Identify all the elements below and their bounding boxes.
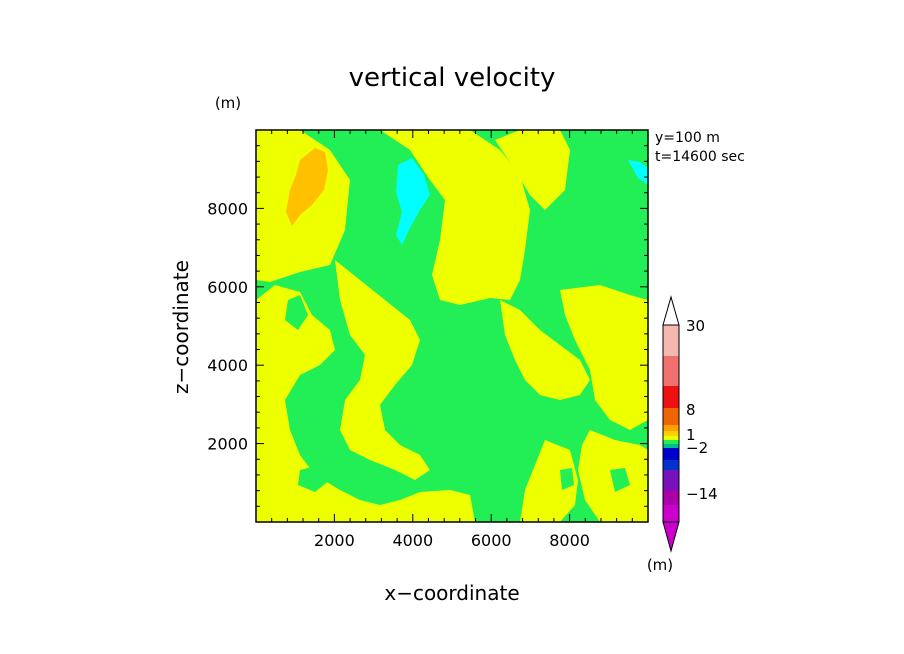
- colorbar-label: 1: [686, 426, 696, 444]
- colorbar-top-arrow: [662, 295, 680, 326]
- y-axis-unit: (m): [215, 94, 241, 112]
- y-tick-label: 4000: [207, 356, 248, 375]
- colorbar-bottom-arrow: [662, 521, 680, 553]
- colorbar-label: −2: [686, 439, 708, 457]
- colorbar-segment: [663, 440, 679, 444]
- colorbar-segment: [663, 444, 679, 448]
- contour-green-islands: [285, 295, 630, 492]
- x-axis-label: x−coordinate: [384, 581, 519, 605]
- y-tick-label: 6000: [207, 278, 248, 297]
- colorbar-segment: [663, 505, 679, 522]
- colorbar-segment: [663, 325, 679, 356]
- x-tick-label: 4000: [392, 531, 433, 550]
- colorbar-unit: (m): [647, 556, 673, 574]
- y-tick-label: 2000: [207, 435, 248, 454]
- y-axis-label: z−coordinate: [169, 260, 193, 394]
- colorbar-label: 30: [686, 317, 705, 335]
- x-tick-label: 8000: [549, 531, 590, 550]
- x-tick-label: 2000: [314, 531, 355, 550]
- chart-title: vertical velocity: [349, 63, 556, 93]
- annotation-y: y=100 m: [655, 130, 720, 146]
- colorbar-segment: [663, 490, 679, 505]
- contour-updraft-region: [286, 148, 328, 226]
- colorbar-segment: [663, 431, 679, 436]
- colorbar-segment: [663, 448, 679, 460]
- colorbar-label: 8: [686, 401, 696, 419]
- colorbar-segment: [663, 425, 679, 431]
- colorbar-segment: [663, 436, 679, 440]
- x-axis: 2000 4000 6000 8000: [255, 130, 649, 550]
- contour-downdraft-regions: [396, 158, 648, 245]
- y-axis: 2000 4000 6000 8000: [207, 129, 648, 523]
- colorbar-segment: [663, 356, 679, 386]
- colorbar-label: −14: [686, 485, 718, 503]
- annotation-t: t=14600 sec: [655, 149, 745, 165]
- colorbar-frame: [662, 324, 680, 523]
- colorbar-segment: [663, 470, 679, 490]
- contour-positive-regions: [256, 130, 648, 522]
- contour-field: [256, 130, 648, 522]
- colorbar: 30 8 1−2 −14: [662, 295, 718, 553]
- plot-frame: [255, 129, 649, 523]
- y-tick-label: 8000: [207, 199, 248, 218]
- colorbar-segment: [663, 460, 679, 470]
- x-tick-label: 6000: [471, 531, 512, 550]
- colorbar-segment: [663, 386, 679, 408]
- colorbar-segment: [663, 408, 679, 425]
